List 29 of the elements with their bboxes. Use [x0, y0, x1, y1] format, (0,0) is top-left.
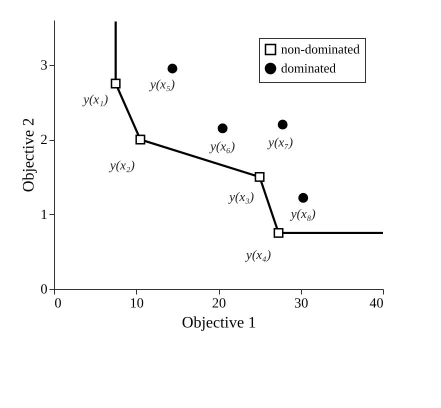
point — [274, 228, 284, 238]
legend-label: dominated — [281, 60, 336, 76]
annotation: y(x₃) — [227, 188, 254, 204]
legend-label: non-dominated — [281, 42, 360, 56]
annotation: y(x₄) — [244, 246, 271, 262]
point — [278, 120, 288, 130]
point — [135, 134, 146, 144]
x-tick-label: 20 — [212, 296, 226, 312]
point — [110, 78, 121, 88]
x-tick-label: 40 — [370, 296, 384, 312]
y-axis-title: Objective 2 — [20, 118, 38, 192]
y-tick-label: 2 — [40, 133, 48, 148]
y-tick-label: 3 — [40, 58, 48, 74]
x-tick-label: 10 — [130, 296, 144, 312]
point — [168, 64, 178, 74]
annotation: y(x₇) — [266, 134, 294, 150]
point — [218, 123, 228, 134]
annotation: y(x₁) — [81, 92, 108, 107]
y-tick-label: 0 — [40, 282, 48, 298]
point — [254, 172, 265, 182]
annotation: y(x₆) — [208, 138, 235, 154]
y-tick-label: 1 — [40, 208, 48, 223]
x-tick-label: 30 — [294, 296, 308, 312]
point — [298, 192, 308, 203]
x-tick-label: 0 — [54, 296, 62, 312]
annotation: y(x₂) — [108, 158, 135, 173]
annotation: y(x₈) — [288, 206, 316, 221]
x-axis-title: Objective 1 — [182, 314, 256, 332]
annotation: y(x₅) — [148, 76, 175, 92]
